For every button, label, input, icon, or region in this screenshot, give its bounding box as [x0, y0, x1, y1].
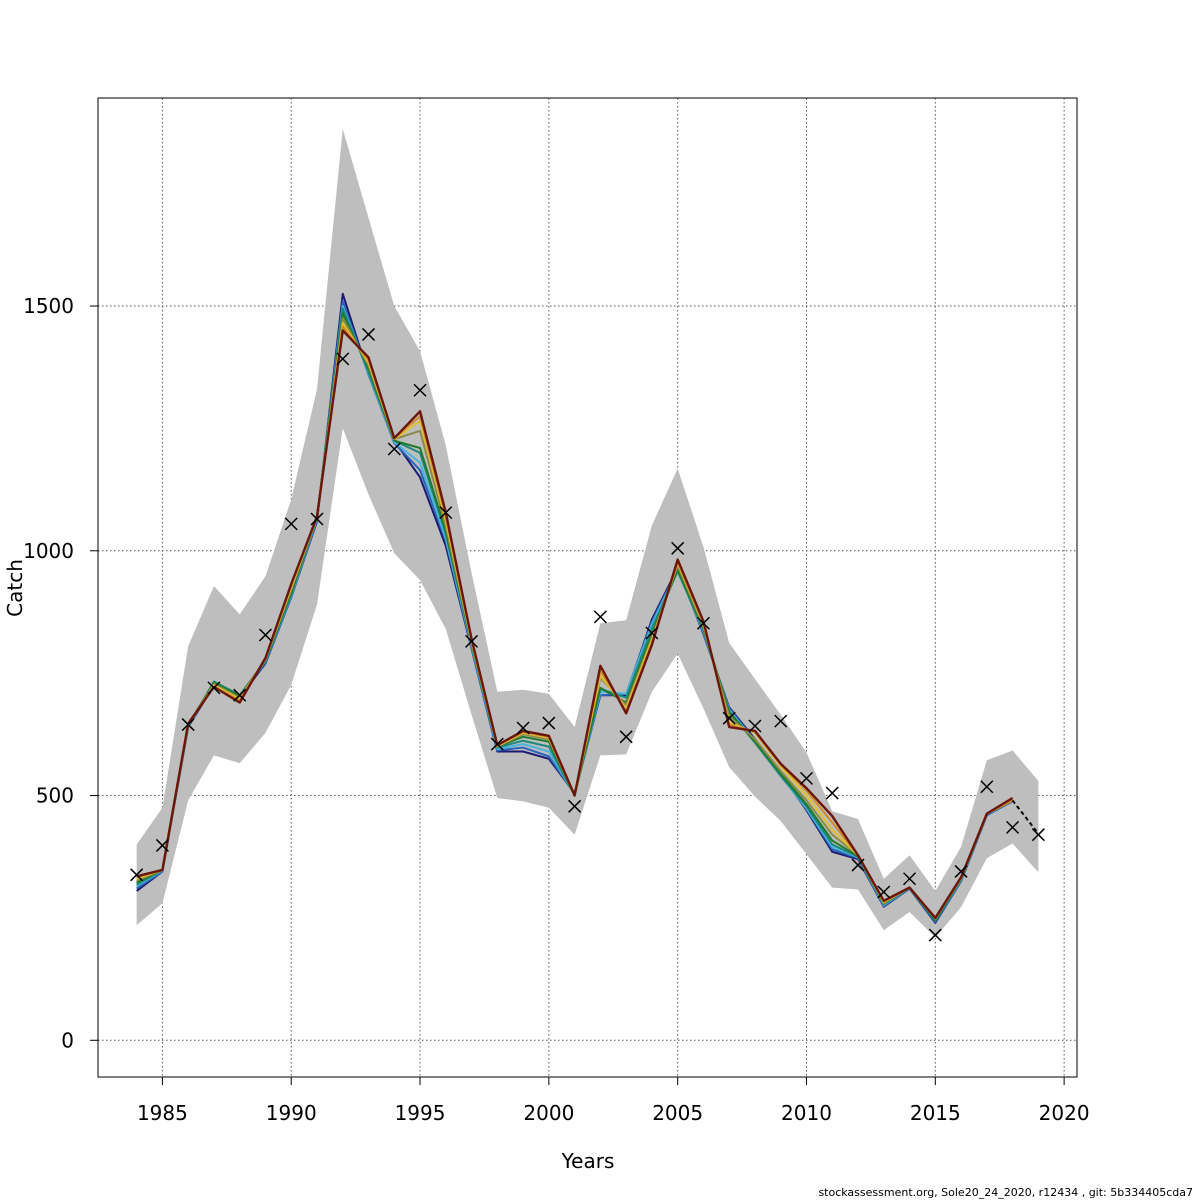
axes-layer: 1985 1990 1995 2000 2005 2010 2015 2020 0 500 1000…: [23, 294, 1089, 1125]
observed-marker: [877, 885, 891, 899]
observed-marker: [1006, 820, 1020, 834]
observed-marker: [516, 721, 530, 735]
observed-marker: [903, 872, 917, 886]
observed-marker: [207, 681, 221, 695]
series-lines-layer: [136, 292, 1040, 924]
observed-marker: [439, 506, 453, 520]
observed-marker: [336, 352, 350, 366]
x-tick-label: 1995: [395, 1101, 446, 1125]
footer-note: stockassessment.org, Sole20_24_2020, r12…: [818, 1186, 1193, 1199]
observed-marker: [310, 512, 324, 526]
observed-marker: [490, 737, 504, 751]
observed-marker: [696, 616, 710, 630]
observed-marker: [593, 610, 607, 624]
observed-marker: [722, 711, 736, 725]
x-tick-label: 2000: [523, 1101, 574, 1125]
y-axis-title: Catch: [3, 559, 27, 617]
observed-marker: [619, 730, 633, 744]
plot-frame: [97, 97, 1078, 1078]
observed-marker: [774, 714, 788, 728]
x-tick-label: 2010: [781, 1101, 832, 1125]
observed-marker: [284, 517, 298, 531]
y-tick-label: 1000: [23, 539, 74, 563]
observed-marker: [1031, 828, 1045, 842]
series-line-9: [136, 329, 1014, 920]
x-tick-label: 1990: [266, 1101, 317, 1125]
observed-marker: [387, 442, 401, 456]
observed-marker: [568, 799, 582, 813]
y-tick-label: 500: [36, 784, 74, 808]
observed-marker: [645, 626, 659, 640]
x-tick-label: 2015: [910, 1101, 961, 1125]
observed-marker: [542, 716, 556, 730]
observed-marker: [130, 868, 144, 882]
observed-marker: [799, 771, 814, 785]
confidence-band: [136, 128, 1039, 938]
x-tick-label: 1985: [137, 1101, 188, 1125]
observed-marker: [258, 628, 272, 642]
observed-marker: [671, 541, 685, 555]
x-tick-label: 2020: [1039, 1101, 1090, 1125]
observed-marker: [748, 719, 762, 733]
observed-marker: [851, 858, 865, 872]
observed-marker: [980, 780, 994, 794]
y-tick-label: 0: [61, 1028, 74, 1052]
x-axis-title: Years: [561, 1149, 615, 1173]
observed-marker: [928, 928, 942, 942]
observed-marker: [954, 864, 968, 878]
observed-marker: [155, 838, 169, 852]
observed-marker: [233, 688, 247, 702]
observed-marker: [181, 718, 195, 732]
x-tick-label: 2005: [652, 1101, 703, 1125]
y-tick-label: 1500: [23, 294, 74, 318]
observed-marker: [361, 327, 376, 341]
observed-marker: [825, 786, 839, 800]
confidence-band-layer: [136, 128, 1039, 938]
projection-line: [1011, 799, 1040, 835]
observed-markers-layer: [130, 327, 1045, 942]
observed-marker: [413, 383, 427, 397]
observed-marker: [465, 634, 479, 648]
